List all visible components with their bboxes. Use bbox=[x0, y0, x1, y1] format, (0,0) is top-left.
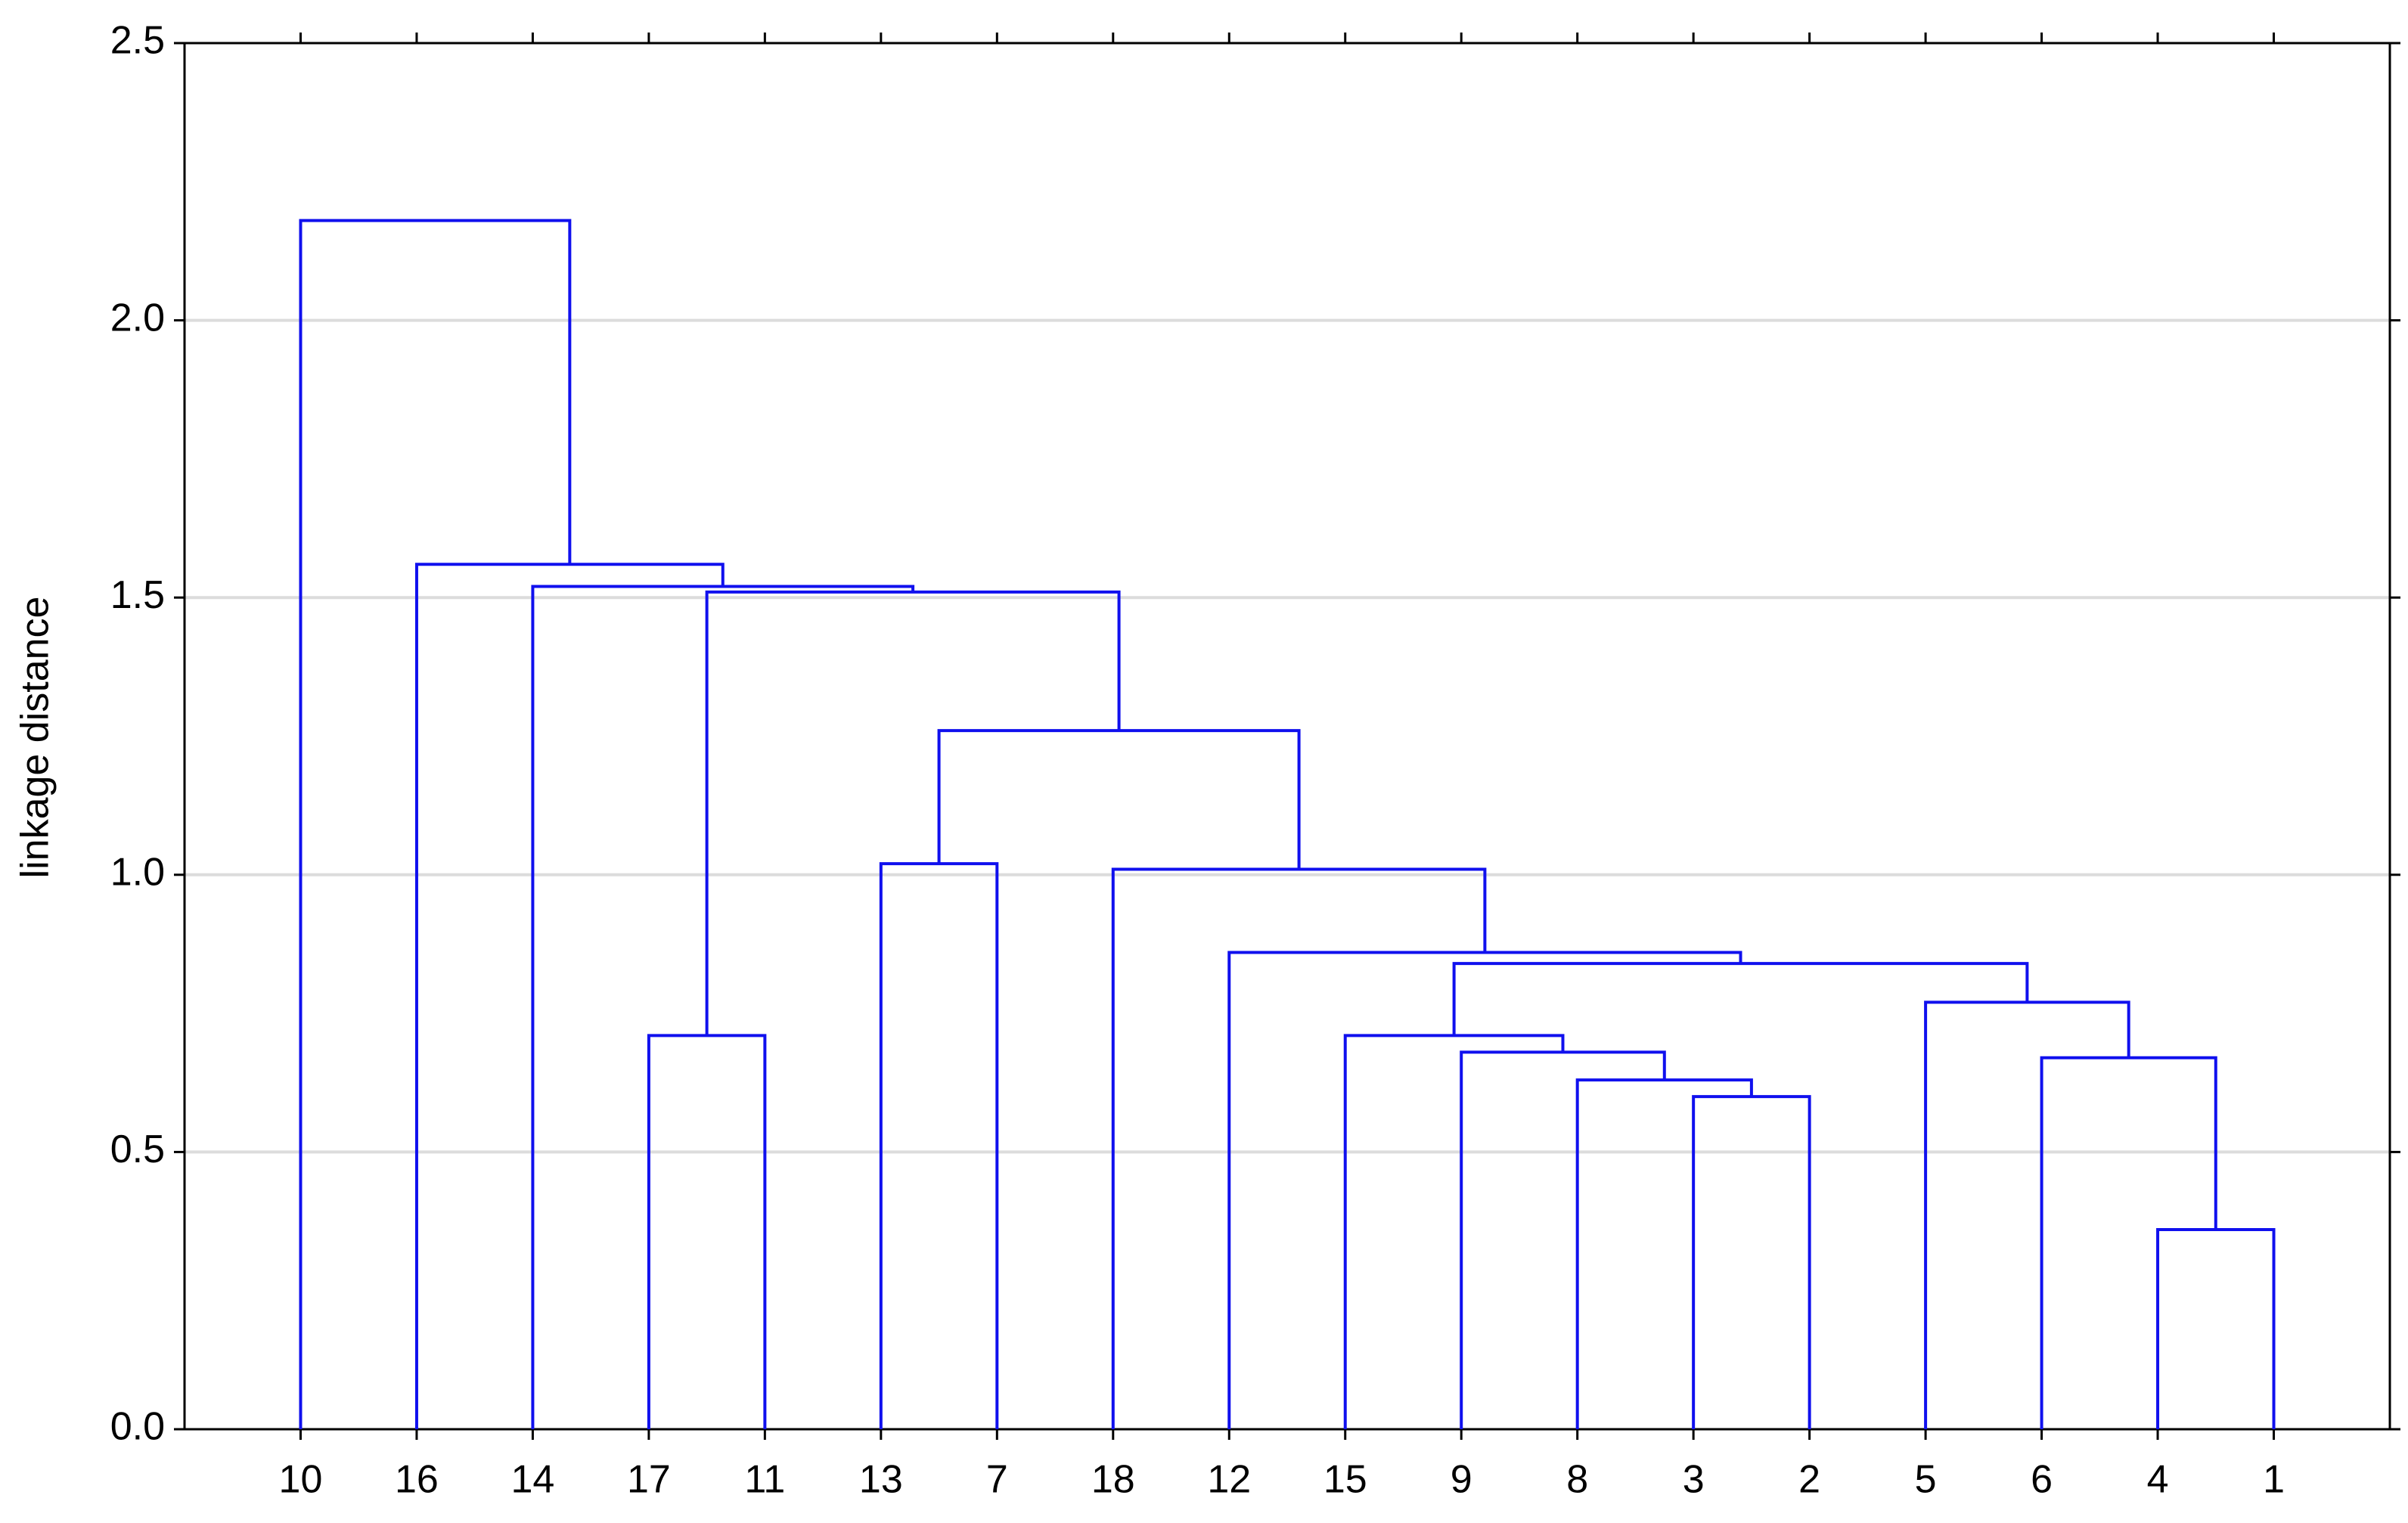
x-tick-label: 14 bbox=[510, 1458, 554, 1502]
x-tick-label: 15 bbox=[1323, 1458, 1367, 1502]
link bbox=[1692, 1095, 1811, 1429]
x-tick-label: 7 bbox=[986, 1458, 1008, 1502]
x-tick-label: 1 bbox=[2263, 1458, 2285, 1502]
x-tick-label: 13 bbox=[859, 1458, 903, 1502]
x-tick-label: 4 bbox=[2147, 1458, 2169, 1502]
link bbox=[647, 1034, 767, 1429]
x-tick-label: 16 bbox=[395, 1458, 439, 1502]
link bbox=[937, 729, 1301, 870]
x-tick-label: 12 bbox=[1207, 1458, 1251, 1502]
x-tick-label: 17 bbox=[627, 1458, 671, 1502]
y-tick-label: 0.5 bbox=[110, 1128, 165, 1171]
link bbox=[1460, 1050, 1666, 1429]
link bbox=[414, 563, 725, 1429]
x-tick-label: 3 bbox=[1683, 1458, 1705, 1502]
link bbox=[1452, 962, 2029, 1036]
link bbox=[531, 585, 915, 1429]
plot-frame bbox=[183, 42, 2391, 1431]
link bbox=[705, 590, 1121, 1036]
y-tick-label: 2.0 bbox=[110, 296, 165, 340]
x-tick-label: 11 bbox=[744, 1458, 785, 1502]
x-tick-label: 10 bbox=[279, 1458, 323, 1502]
link bbox=[1227, 951, 1742, 1429]
y-tick-label: 2.5 bbox=[110, 19, 165, 63]
link bbox=[879, 862, 999, 1429]
link bbox=[1343, 1034, 1565, 1429]
x-tick-label: 9 bbox=[1451, 1458, 1472, 1502]
link bbox=[299, 219, 572, 1429]
link bbox=[2040, 1056, 2217, 1429]
link bbox=[2156, 1228, 2276, 1429]
link bbox=[1111, 867, 1487, 1429]
x-tick-label: 8 bbox=[1566, 1458, 1588, 1502]
link bbox=[1924, 1000, 2130, 1429]
y-tick-label: 1.0 bbox=[110, 851, 165, 895]
y-tick-label: 1.5 bbox=[110, 573, 165, 617]
x-tick-label: 2 bbox=[1798, 1458, 1820, 1502]
y-axis-label: linkage distance bbox=[14, 597, 57, 879]
x-tick-label: 18 bbox=[1091, 1458, 1135, 1502]
y-tick-label: 0.0 bbox=[110, 1405, 165, 1449]
x-tick-label: 6 bbox=[2031, 1458, 2053, 1502]
link bbox=[1575, 1078, 1753, 1429]
x-tick-label: 5 bbox=[1915, 1458, 1937, 1502]
